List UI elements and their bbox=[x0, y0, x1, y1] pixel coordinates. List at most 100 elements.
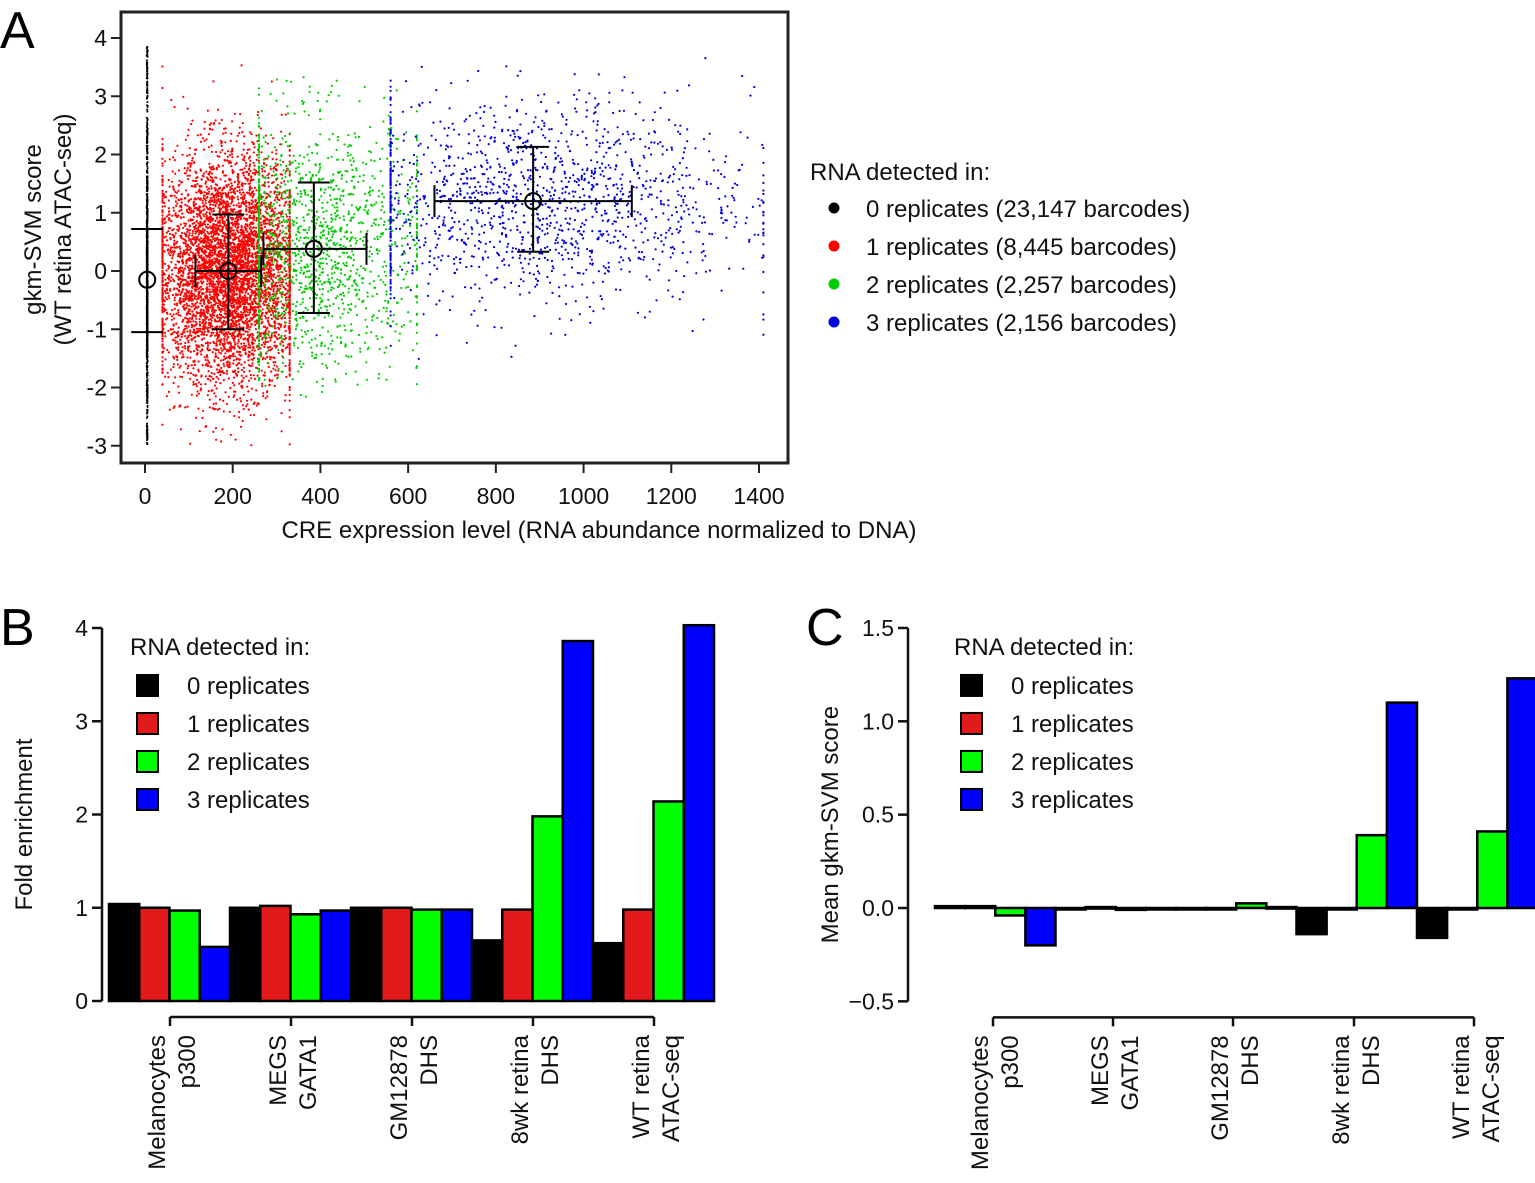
data-point bbox=[249, 414, 252, 417]
data-point bbox=[277, 326, 280, 329]
data-point bbox=[210, 193, 213, 196]
data-point bbox=[196, 284, 199, 287]
data-point bbox=[223, 337, 226, 340]
data-point bbox=[288, 443, 291, 446]
data-point bbox=[186, 167, 189, 170]
data-point bbox=[236, 134, 239, 137]
data-point bbox=[239, 336, 242, 339]
data-point bbox=[288, 170, 291, 173]
data-point bbox=[161, 383, 164, 386]
x-tick-label: 400 bbox=[301, 483, 339, 509]
data-point bbox=[244, 176, 247, 179]
data-point bbox=[267, 172, 270, 175]
data-point bbox=[185, 327, 188, 330]
data-point bbox=[237, 416, 241, 419]
data-point bbox=[209, 179, 212, 182]
data-point bbox=[231, 265, 234, 268]
data-point bbox=[196, 215, 199, 218]
data-point bbox=[203, 148, 206, 151]
data-point bbox=[161, 364, 164, 367]
data-point bbox=[249, 169, 252, 173]
data-point bbox=[240, 278, 243, 281]
data-point bbox=[224, 352, 227, 355]
data-point bbox=[251, 313, 255, 316]
data-point bbox=[161, 164, 164, 167]
data-point bbox=[248, 311, 252, 314]
data-point bbox=[207, 309, 210, 313]
data-point bbox=[288, 205, 291, 208]
data-point bbox=[161, 209, 164, 212]
data-point bbox=[272, 290, 275, 293]
data-point bbox=[242, 393, 245, 396]
data-point bbox=[246, 331, 249, 334]
data-point bbox=[252, 297, 255, 301]
data-point bbox=[224, 131, 227, 134]
data-point bbox=[222, 199, 225, 202]
data-point bbox=[274, 207, 277, 210]
data-point bbox=[188, 169, 191, 172]
data-point bbox=[280, 221, 283, 224]
data-point bbox=[196, 235, 199, 238]
data-point bbox=[234, 192, 237, 195]
data-point bbox=[192, 380, 195, 383]
data-point bbox=[241, 172, 244, 175]
data-point bbox=[273, 334, 276, 337]
data-point bbox=[248, 272, 251, 275]
data-point bbox=[175, 312, 178, 315]
data-point bbox=[231, 169, 234, 172]
data-point bbox=[275, 149, 278, 152]
data-point bbox=[271, 221, 274, 224]
data-point bbox=[249, 159, 252, 162]
data-point bbox=[266, 174, 269, 177]
data-point bbox=[288, 215, 291, 218]
data-point bbox=[161, 86, 164, 90]
data-point bbox=[186, 134, 190, 137]
data-point bbox=[260, 369, 263, 372]
data-point bbox=[217, 232, 220, 236]
data-point bbox=[214, 119, 217, 122]
data-point bbox=[284, 364, 287, 368]
data-point bbox=[273, 273, 276, 276]
data-point bbox=[252, 178, 255, 181]
data-point bbox=[177, 214, 180, 217]
data-point bbox=[175, 294, 178, 297]
data-point bbox=[199, 324, 202, 327]
data-point bbox=[145, 141, 148, 144]
data-point bbox=[251, 317, 254, 320]
data-point bbox=[240, 224, 243, 227]
data-point bbox=[178, 179, 181, 182]
data-point bbox=[244, 200, 247, 203]
data-point bbox=[231, 283, 234, 286]
data-point bbox=[207, 390, 210, 393]
data-point bbox=[188, 256, 191, 259]
data-point bbox=[161, 197, 164, 200]
panel-label-c: C bbox=[806, 599, 844, 657]
data-point bbox=[238, 132, 241, 135]
data-point bbox=[254, 294, 257, 297]
data-point bbox=[259, 252, 263, 255]
data-point bbox=[189, 297, 192, 300]
data-point bbox=[251, 280, 254, 283]
data-point bbox=[231, 232, 235, 235]
data-point bbox=[264, 225, 267, 229]
data-point bbox=[288, 388, 291, 392]
data-point bbox=[225, 226, 228, 229]
data-point bbox=[221, 428, 224, 431]
data-point bbox=[186, 228, 189, 231]
data-point bbox=[200, 313, 203, 316]
data-point bbox=[226, 333, 229, 336]
data-point bbox=[214, 219, 217, 222]
data-point bbox=[284, 239, 287, 243]
data-point bbox=[270, 347, 274, 350]
data-point bbox=[251, 362, 254, 365]
data-point bbox=[169, 368, 172, 371]
data-point bbox=[146, 135, 149, 138]
data-point bbox=[265, 222, 268, 225]
data-point bbox=[172, 279, 175, 282]
data-point bbox=[161, 283, 164, 286]
data-point bbox=[145, 46, 148, 49]
data-point bbox=[197, 360, 200, 363]
data-point bbox=[265, 317, 268, 320]
data-point bbox=[246, 334, 249, 337]
data-point bbox=[203, 223, 206, 226]
